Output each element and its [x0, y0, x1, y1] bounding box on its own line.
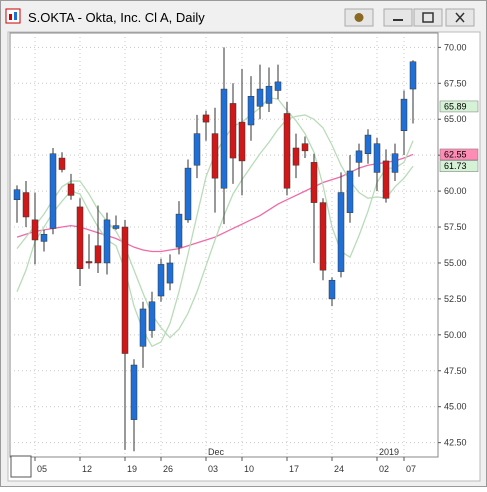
candle-body	[373, 143, 381, 173]
candle-body	[184, 167, 192, 221]
candle-body	[409, 61, 417, 90]
y-tick-label: 47.50	[444, 366, 467, 376]
candle-body	[130, 364, 138, 420]
candle-body	[94, 245, 102, 264]
x-tick-label: 03	[208, 464, 218, 474]
x-tick-label: 07	[406, 464, 416, 474]
last-value-box	[439, 100, 479, 113]
month-label: 2019	[379, 447, 399, 457]
candle-body	[139, 308, 147, 347]
candle-body	[22, 192, 30, 218]
candle-body	[175, 213, 183, 248]
candle-body	[355, 150, 363, 163]
last-value-label: 65.89	[444, 101, 467, 111]
candle-body	[319, 202, 327, 271]
window-icon-bar	[14, 12, 17, 20]
candle-body	[58, 157, 66, 170]
y-tick-label: 45.00	[444, 402, 467, 412]
candle-body	[103, 219, 111, 264]
color-button-icon	[354, 13, 364, 22]
y-tick-label: 55.00	[444, 258, 467, 268]
candle-body	[220, 88, 228, 189]
candle-body	[193, 133, 201, 166]
x-tick-label: 05	[37, 464, 47, 474]
maximize-button[interactable]	[413, 8, 443, 27]
candle-body	[121, 226, 129, 354]
candle-body	[256, 88, 264, 107]
y-tick-label: 42.50	[444, 438, 467, 448]
y-tick-label: 52.50	[444, 294, 467, 304]
candle-body	[31, 219, 39, 241]
candle-body	[301, 143, 309, 152]
candle-body	[310, 162, 318, 203]
candle-body	[211, 133, 219, 179]
candle-body	[364, 134, 372, 154]
minimize-button[interactable]	[383, 8, 413, 27]
candle-body	[112, 225, 120, 229]
candle-body	[49, 153, 57, 229]
window-icon-bar	[9, 14, 12, 20]
candle-body	[274, 81, 282, 91]
window-icon	[5, 8, 21, 24]
labels: 42.50 45.00 47.50 50.00 52.50 55.00 57.50 60.00…	[37, 42, 479, 474]
candle-body	[283, 113, 291, 189]
window-title: S.OKTA - Okta, Inc. Cl A, Daily	[28, 10, 205, 25]
candle-body	[85, 261, 93, 264]
candle-body	[265, 85, 273, 104]
last-value-box	[439, 160, 479, 172]
last-value-label: 61.73	[444, 161, 467, 171]
candle-body	[400, 98, 408, 131]
x-tick-label: 24	[334, 464, 344, 474]
candle-body	[391, 153, 399, 173]
candles	[13, 47, 417, 452]
maximize-icon	[422, 12, 434, 23]
last-value-box	[439, 148, 479, 161]
candle-body	[202, 114, 210, 123]
candle-body	[40, 233, 48, 242]
y-tick-label: 57.50	[444, 222, 467, 232]
candle-body	[148, 301, 156, 331]
x-tick-label: 17	[289, 464, 299, 474]
candle-body	[238, 121, 246, 162]
corner-box	[10, 455, 32, 478]
candle-body	[337, 192, 345, 272]
candle-body	[157, 264, 165, 297]
candle-body	[229, 103, 237, 159]
last-value-label: 62.55	[444, 149, 467, 159]
close-icon	[455, 12, 465, 23]
candle-body	[292, 147, 300, 166]
candle-body	[67, 183, 75, 196]
candle-body	[382, 160, 390, 199]
candle-body	[76, 206, 84, 269]
x-tick-label: 10	[244, 464, 254, 474]
x-tick-label: 26	[163, 464, 173, 474]
x-tick-label: 12	[82, 464, 92, 474]
candle-body	[247, 95, 255, 126]
candle-body	[346, 170, 354, 213]
month-label: Dec	[208, 447, 225, 457]
candle-body	[328, 279, 336, 300]
candle-body	[166, 262, 174, 284]
y-tick-label: 67.50	[444, 78, 467, 88]
candle-body	[13, 189, 21, 200]
y-tick-label: 70.00	[444, 42, 467, 52]
x-tick-label: 19	[127, 464, 137, 474]
x-tick-label: 02	[379, 464, 389, 474]
y-tick-label: 50.00	[444, 330, 467, 340]
y-tick-label: 60.00	[444, 186, 467, 196]
y-tick-label: 65.00	[444, 114, 467, 124]
